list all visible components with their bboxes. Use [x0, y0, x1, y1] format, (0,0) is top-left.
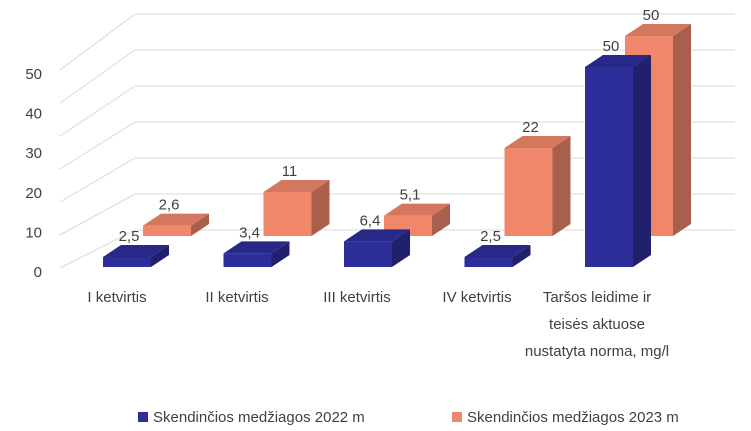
bar-side [552, 136, 571, 236]
x-tick-label: IV ketvirtis [442, 289, 512, 306]
bar-top [384, 203, 450, 216]
value-label: 50 [603, 38, 620, 55]
value-label: 22 [522, 119, 539, 136]
grid-line [59, 229, 136, 269]
y-tick-label: 30 [25, 145, 42, 162]
bar-top [625, 24, 691, 36]
bar-side [151, 245, 169, 267]
bar [263, 192, 312, 236]
bar [464, 257, 513, 267]
legend-label: Skendinčios medžiagos 2022 m [153, 409, 365, 426]
bar-top [263, 180, 330, 192]
bar-top [223, 241, 290, 254]
y-tick-label: 50 [25, 66, 42, 83]
grid-line [59, 121, 136, 170]
value-label: 2,5 [119, 228, 140, 245]
bar-top [344, 229, 410, 242]
value-label: 5,1 [400, 187, 421, 204]
x-tick-label: Taršos leidime ir teisės aktuose nustaty… [524, 289, 670, 360]
x-tick-label: III ketvirtis [323, 289, 391, 306]
grid-line [59, 193, 136, 236]
value-label: 50 [643, 7, 660, 24]
bar-side [673, 24, 691, 236]
value-label: 11 [282, 163, 298, 180]
bar-top [464, 245, 531, 257]
legend-swatch [452, 412, 462, 422]
bar-side [633, 55, 651, 267]
bar [103, 257, 151, 267]
bar-side [392, 229, 410, 267]
y-tick-label: 0 [34, 264, 42, 281]
bar-top [504, 136, 571, 148]
bar [143, 225, 191, 236]
bar [344, 241, 392, 267]
value-label: 2,5 [480, 228, 501, 245]
y-tick-label: 10 [25, 224, 42, 241]
value-label: 6,4 [360, 212, 381, 229]
legend-label: Skendinčios medžiagos 2023 m [467, 409, 679, 426]
value-label: 3,4 [239, 224, 260, 241]
bar [504, 148, 553, 236]
x-tick-label: I ketvirtis [87, 289, 147, 306]
bar-side [311, 180, 330, 236]
bar-top [585, 55, 651, 67]
grid-line [59, 157, 136, 203]
bar [223, 253, 272, 267]
bar-side [432, 203, 450, 236]
grid-line [59, 85, 136, 137]
bar-side [512, 245, 531, 267]
bar-side [191, 213, 209, 236]
legend-swatch [138, 412, 148, 422]
bar-top [103, 245, 169, 257]
grid-line [59, 49, 136, 104]
bar-top [143, 213, 209, 226]
x-tick-label: II ketvirtis [205, 289, 269, 306]
y-tick-label: 40 [25, 106, 42, 123]
bar [585, 67, 633, 267]
y-tick-label: 20 [25, 185, 42, 202]
value-label: 2,6 [159, 197, 180, 214]
grid-line [59, 13, 136, 71]
bar-side [271, 241, 290, 267]
